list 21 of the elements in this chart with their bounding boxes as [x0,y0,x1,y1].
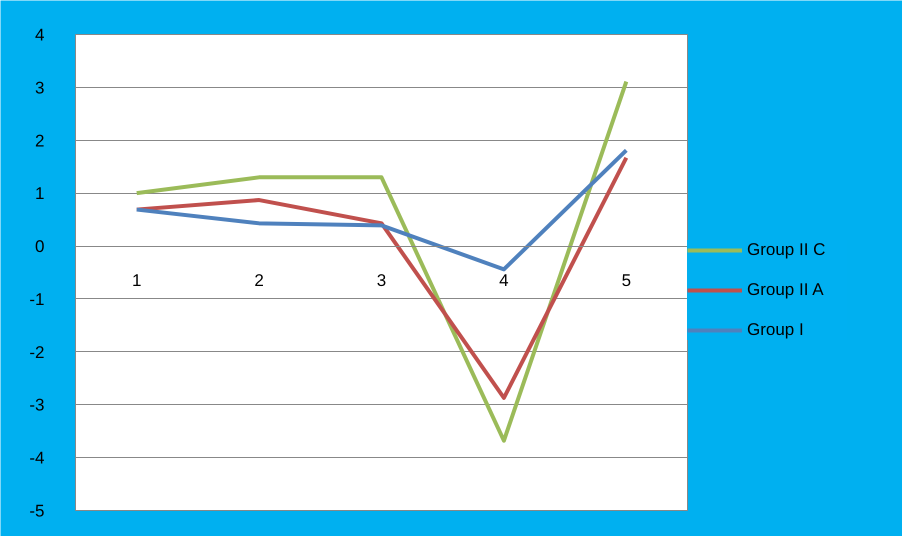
legend-label: Group I [747,320,805,340]
x-tick-label: 1 [132,271,142,290]
line-series [134,148,628,272]
x-tick-label: 4 [499,271,509,290]
y-tick-label: -4 [29,448,45,468]
y-tick-label: -5 [29,502,45,520]
legend-label: Group II A [747,280,825,300]
x-tick-label: 5 [622,271,632,290]
y-tick-label: 4 [35,26,45,44]
y-tick-label: 1 [35,184,45,204]
x-tick-label: 2 [254,271,264,290]
y-tick-label: 0 [35,237,45,256]
line-series [134,80,628,443]
y-tick-label: -1 [29,290,45,309]
y-tick-label: -3 [29,396,45,415]
legend-label: Group II C [747,240,826,260]
y-tick-label: 2 [35,131,45,150]
y-tick-label: 3 [35,78,45,98]
line-series [134,156,628,400]
y-tick-label: -2 [29,342,45,362]
x-tick-label: 3 [376,271,386,290]
